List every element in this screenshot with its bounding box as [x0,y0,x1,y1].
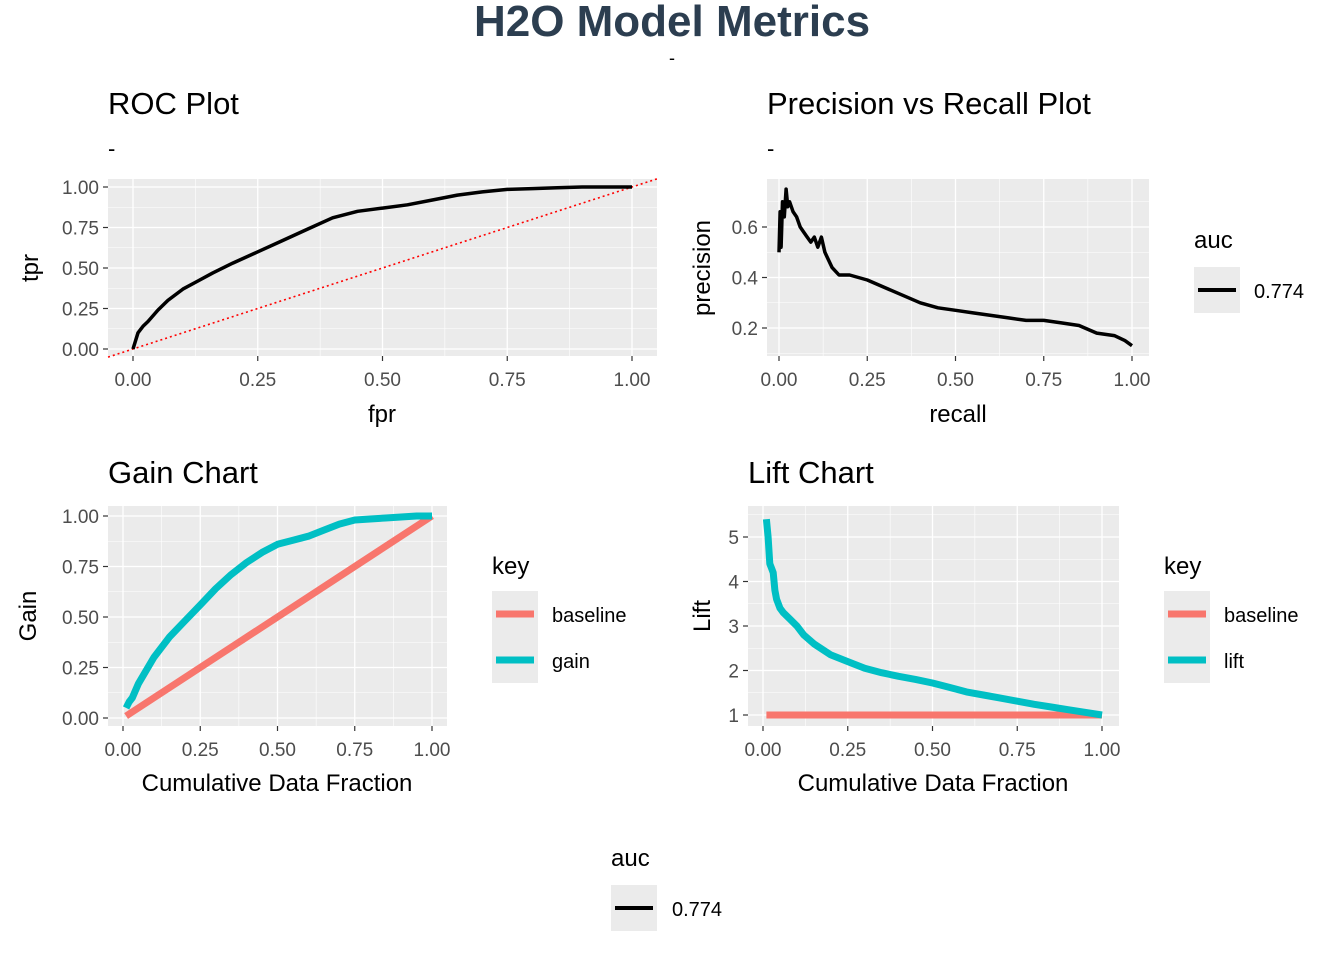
main-subtitle: - [669,48,675,68]
gain-chart: Gain Chart 0.00 0.25 0.50 0.75 1.00 0.00 0.25… [15,455,450,797]
x-tick-label: 0.00 [761,370,798,391]
pr-y-label: precision [689,220,716,316]
lift-x-label: Cumulative Data Fraction [798,770,1069,797]
x-tick-label: 0.50 [937,370,974,391]
pr-marks [777,187,1134,348]
gain-key-legend: key baseline gain [492,553,627,683]
roc-x-ticks: 0.00 0.25 0.50 0.75 1.00 [115,356,651,391]
x-tick-label: 1.00 [1084,740,1121,761]
lift-legend-title: key [1164,553,1201,580]
x-tick-label: 0.00 [105,740,142,761]
pr-x-label: recall [929,401,986,428]
gain-y-label: Gain [15,591,42,642]
roc-diagonal-reference [107,178,658,358]
gain-marks [122,512,434,719]
lift-marks [762,518,1103,719]
roc-curve [131,185,632,350]
x-tick-label: 0.75 [336,740,373,761]
x-tick-label: 0.75 [1025,370,1062,391]
pr-legend-title: auc [1194,227,1233,254]
y-tick-label: 2 [728,662,739,683]
gain-legend-title: key [492,553,529,580]
x-tick-label: 0.75 [999,740,1036,761]
roc-marks [107,178,658,358]
y-tick-label: 0.00 [62,709,99,730]
gain-y-ticks: 0.00 0.25 0.50 0.75 1.00 [62,507,108,730]
y-tick-label: 1 [728,706,739,727]
bottom-legend-value: 0.774 [672,899,722,921]
y-tick-label: 3 [728,617,739,638]
y-tick-label: 4 [728,573,739,594]
roc-gridlines [108,179,657,356]
roc-y-ticks: 0.00 0.25 0.50 0.75 1.00 [62,178,108,361]
lift-curve-line [762,518,1103,719]
roc-subtitle: - [108,136,115,161]
y-tick-label: 0.75 [62,558,99,579]
roc-y-label: tpr [17,254,44,282]
x-tick-label: 0.50 [364,370,401,391]
lift-x-ticks: 0.00 0.25 0.50 0.75 1.00 [745,726,1121,761]
pr-subtitle: - [767,136,774,161]
x-tick-label: 0.25 [829,740,866,761]
y-tick-label: 0.2 [732,319,758,340]
x-tick-label: 1.00 [414,740,451,761]
pr-legend-value: 0.774 [1254,281,1304,303]
bottom-auc-legend: auc 0.774 [611,845,722,931]
pr-title: Precision vs Recall Plot [767,86,1091,121]
x-tick-label: 0.50 [914,740,951,761]
y-tick-label: 0.00 [62,340,99,361]
pr-curve [777,187,1134,348]
y-tick-label: 0.4 [732,269,759,290]
lift-y-ticks: 1 2 3 4 5 [728,528,748,727]
lift-key-legend: key baseline lift [1164,553,1299,683]
gain-x-ticks: 0.00 0.25 0.50 0.75 1.00 [105,726,451,761]
x-tick-label: 0.00 [745,740,782,761]
x-tick-label: 1.00 [614,370,651,391]
y-tick-label: 0.50 [62,608,99,629]
y-tick-label: 0.50 [62,259,99,280]
lift-legend-key-bg [1164,591,1210,683]
gain-legend-key-bg [492,591,538,683]
lift-legend-lift-label: lift [1224,651,1244,673]
gain-x-label: Cumulative Data Fraction [142,770,413,797]
x-tick-label: 0.75 [489,370,526,391]
x-tick-label: 0.25 [239,370,276,391]
gain-legend-baseline-label: baseline [552,605,627,627]
roc-chart: ROC Plot - 0.00 0.25 0.50 0.75 1.00 0.00 0.25… [17,86,658,428]
main-title: H2O Model Metrics [474,0,870,46]
gain-baseline-line [124,513,434,719]
lift-legend-baseline-label: baseline [1224,605,1299,627]
y-tick-label: 1.00 [62,178,99,199]
roc-x-label: fpr [368,401,396,428]
lift-y-label: Lift [689,600,716,632]
gain-curve-line [122,512,432,710]
y-tick-label: 0.25 [62,659,99,680]
x-tick-label: 1.00 [1114,370,1151,391]
y-tick-label: 0.25 [62,300,99,321]
pr-y-ticks: 0.2 0.4 0.6 [732,218,767,340]
y-tick-label: 0.75 [62,219,99,240]
pr-x-ticks: 0.00 0.25 0.50 0.75 1.00 [761,356,1151,391]
lift-chart: Lift Chart 1 2 3 4 5 0.00 0.25 0.50 0.75 1.00 Cu… [689,455,1120,797]
roc-title: ROC Plot [108,86,239,121]
gain-title: Gain Chart [108,455,258,490]
x-tick-label: 0.00 [115,370,152,391]
bottom-legend-title: auc [611,845,650,872]
x-tick-label: 0.50 [259,740,296,761]
pr-chart: Precision vs Recall Plot - 0.2 0.4 0.6 0.0… [689,86,1150,428]
y-tick-label: 0.6 [732,218,758,239]
x-tick-label: 0.25 [182,740,219,761]
lift-panel [748,506,1119,726]
y-tick-label: 5 [728,528,739,549]
gain-legend-gain-label: gain [552,651,590,673]
lift-title: Lift Chart [748,455,874,490]
y-tick-label: 1.00 [62,507,99,528]
pr-auc-legend: auc 0.774 [1194,227,1304,313]
x-tick-label: 0.25 [849,370,886,391]
